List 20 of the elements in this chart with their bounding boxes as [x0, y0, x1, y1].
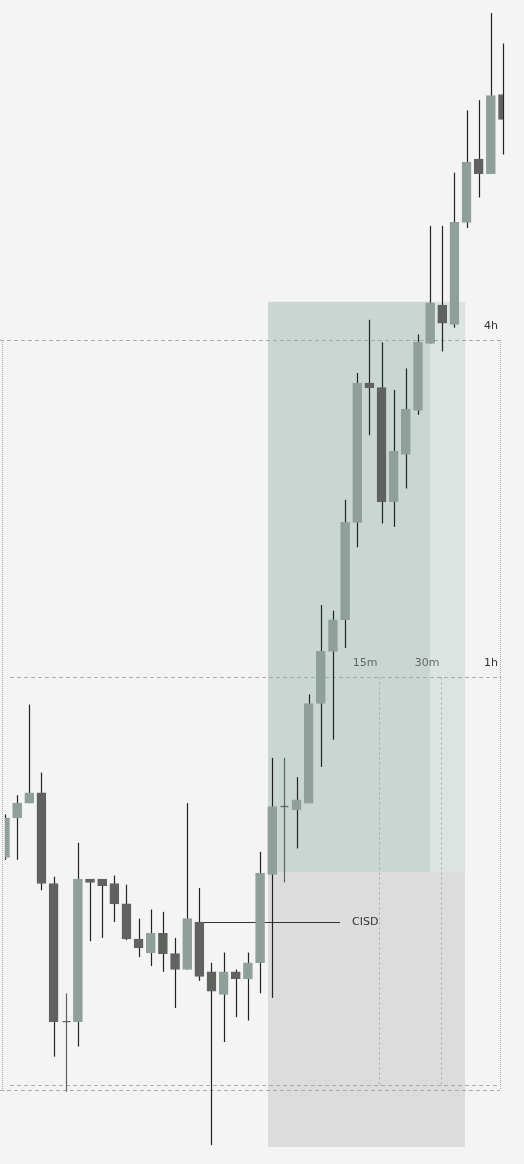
candlestick — [218, 951, 229, 1043]
candlestick — [12, 794, 22, 861]
ref-line-label: 4h — [484, 319, 498, 333]
annotation: 15m — [352, 656, 378, 670]
candlestick — [109, 874, 120, 923]
candlestick — [473, 99, 484, 199]
candlestick — [206, 962, 217, 1146]
candlestick — [230, 968, 241, 1018]
candlestick — [97, 878, 107, 939]
candlestick — [24, 704, 35, 804]
candlestick — [158, 911, 168, 973]
candlestick — [145, 908, 156, 967]
candlestick — [170, 937, 180, 1009]
ref-line-label: CISD — [352, 914, 379, 928]
annotation: 30m — [414, 656, 440, 670]
candlestick — [291, 776, 302, 850]
candlestick — [437, 225, 448, 353]
candlestick — [243, 951, 253, 1022]
ref-line-label: 1h — [484, 656, 498, 670]
candlestick — [85, 878, 95, 942]
